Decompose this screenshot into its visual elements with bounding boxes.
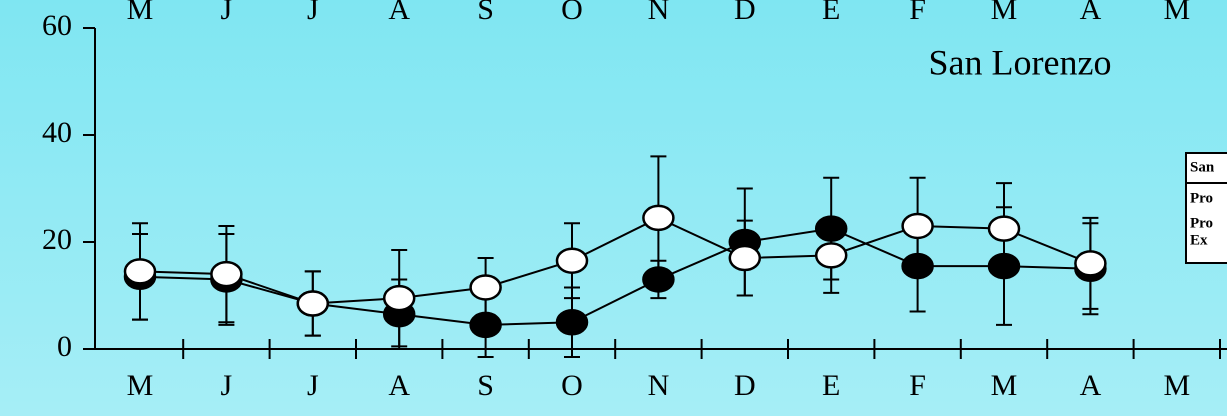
series-line: [139, 227, 1091, 326]
marker: [901, 252, 934, 280]
top-tick-label: M: [1163, 0, 1190, 26]
x-tick-label: A: [1080, 369, 1102, 402]
marker: [987, 252, 1021, 280]
marker: [555, 309, 589, 336]
top-tick-label: O: [561, 0, 583, 26]
top-tick-label: N: [648, 0, 670, 26]
marker: [901, 212, 934, 240]
series-line: [139, 216, 1091, 305]
marker: [382, 284, 416, 312]
top-tick-label: M: [991, 0, 1018, 26]
marker: [123, 258, 157, 285]
top-tick-label: F: [909, 0, 926, 26]
top-tick-label: D: [734, 0, 756, 26]
top-tick-label: E: [822, 0, 840, 26]
marker: [469, 311, 502, 339]
x-tick-label: S: [477, 369, 494, 402]
x-tick-label: J: [307, 369, 319, 402]
top-tick-label: A: [1080, 0, 1102, 26]
x-tick-label: F: [909, 369, 926, 402]
marker: [642, 204, 675, 232]
y-tick-label: 40: [42, 116, 72, 149]
x-tick-label: D: [734, 369, 756, 402]
x-tick-label: E: [822, 369, 840, 402]
top-tick-label: M: [127, 0, 154, 26]
legend-label: San: [1190, 159, 1215, 175]
marker: [642, 266, 675, 293]
top-tick-label: J: [307, 0, 319, 26]
top-tick-label: S: [477, 0, 494, 26]
y-tick-label: 20: [42, 223, 72, 256]
marker: [814, 242, 848, 269]
marker: [296, 290, 330, 317]
marker: [469, 274, 502, 301]
marker: [814, 215, 848, 242]
marker: [728, 244, 762, 272]
legend-label: Ex: [1190, 232, 1208, 248]
marker: [555, 247, 589, 274]
x-tick-label: M: [1163, 369, 1190, 402]
y-tick-label: 60: [42, 9, 72, 42]
legend-box: [1185, 152, 1227, 264]
x-tick-label: M: [991, 369, 1018, 402]
chart-title: San Lorenzo: [929, 42, 1112, 82]
x-tick-label: A: [388, 369, 410, 402]
y-tick-label: 0: [57, 330, 72, 363]
x-tick-label: J: [221, 369, 233, 402]
marker: [987, 215, 1021, 242]
x-tick-label: O: [561, 369, 583, 402]
top-tick-label: A: [388, 0, 410, 26]
x-tick-label: M: [127, 369, 154, 402]
marker: [1074, 250, 1107, 277]
marker: [210, 260, 243, 288]
legend-label: Pro: [1190, 215, 1213, 231]
legend-label: Pro: [1190, 190, 1213, 206]
top-tick-label: J: [221, 0, 233, 26]
x-tick-label: N: [648, 369, 670, 402]
